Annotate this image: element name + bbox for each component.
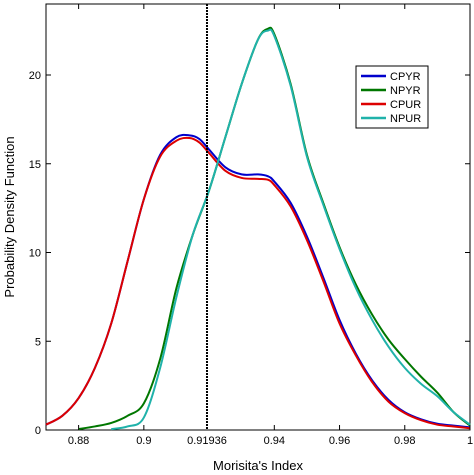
y-tick-label: 15 [29, 159, 41, 171]
x-tick-label: 0.96 [329, 435, 350, 447]
x-tick-label: 0.9 [136, 435, 151, 447]
legend-label-npur: NPUR [390, 113, 421, 125]
x-tick-label: 0.88 [68, 435, 89, 447]
y-tick-label: 0 [35, 425, 41, 437]
x-tick-label: 0.94 [264, 435, 285, 447]
series-line-cpur [45, 136, 471, 430]
legend-label-npyr: NPYR [390, 85, 421, 97]
legend-label-cpur: CPUR [390, 99, 421, 111]
y-axis-title: Probability Density Function [2, 136, 17, 297]
x-tick-label: 1 [467, 435, 473, 447]
y-tick-label: 20 [29, 70, 41, 82]
x-axis-title: Morisita's Index [213, 458, 303, 473]
series-layer [45, 26, 471, 431]
series-line-npyr [78, 26, 471, 431]
axis-ticks: 0.88 0.9 0.94 0.96 0.98 1 0.91936 0 5 10 15 20 [29, 4, 473, 447]
legend-label-cpyr: CPYR [390, 71, 421, 83]
legend: CPYR NPYR CPUR NPUR [355, 65, 429, 129]
vline-label: 0.91936 [187, 435, 227, 447]
series-line-npur [111, 28, 471, 431]
y-tick-label: 10 [29, 248, 41, 260]
y-tick-label: 5 [35, 336, 41, 348]
x-tick-label: 0.98 [394, 435, 415, 447]
